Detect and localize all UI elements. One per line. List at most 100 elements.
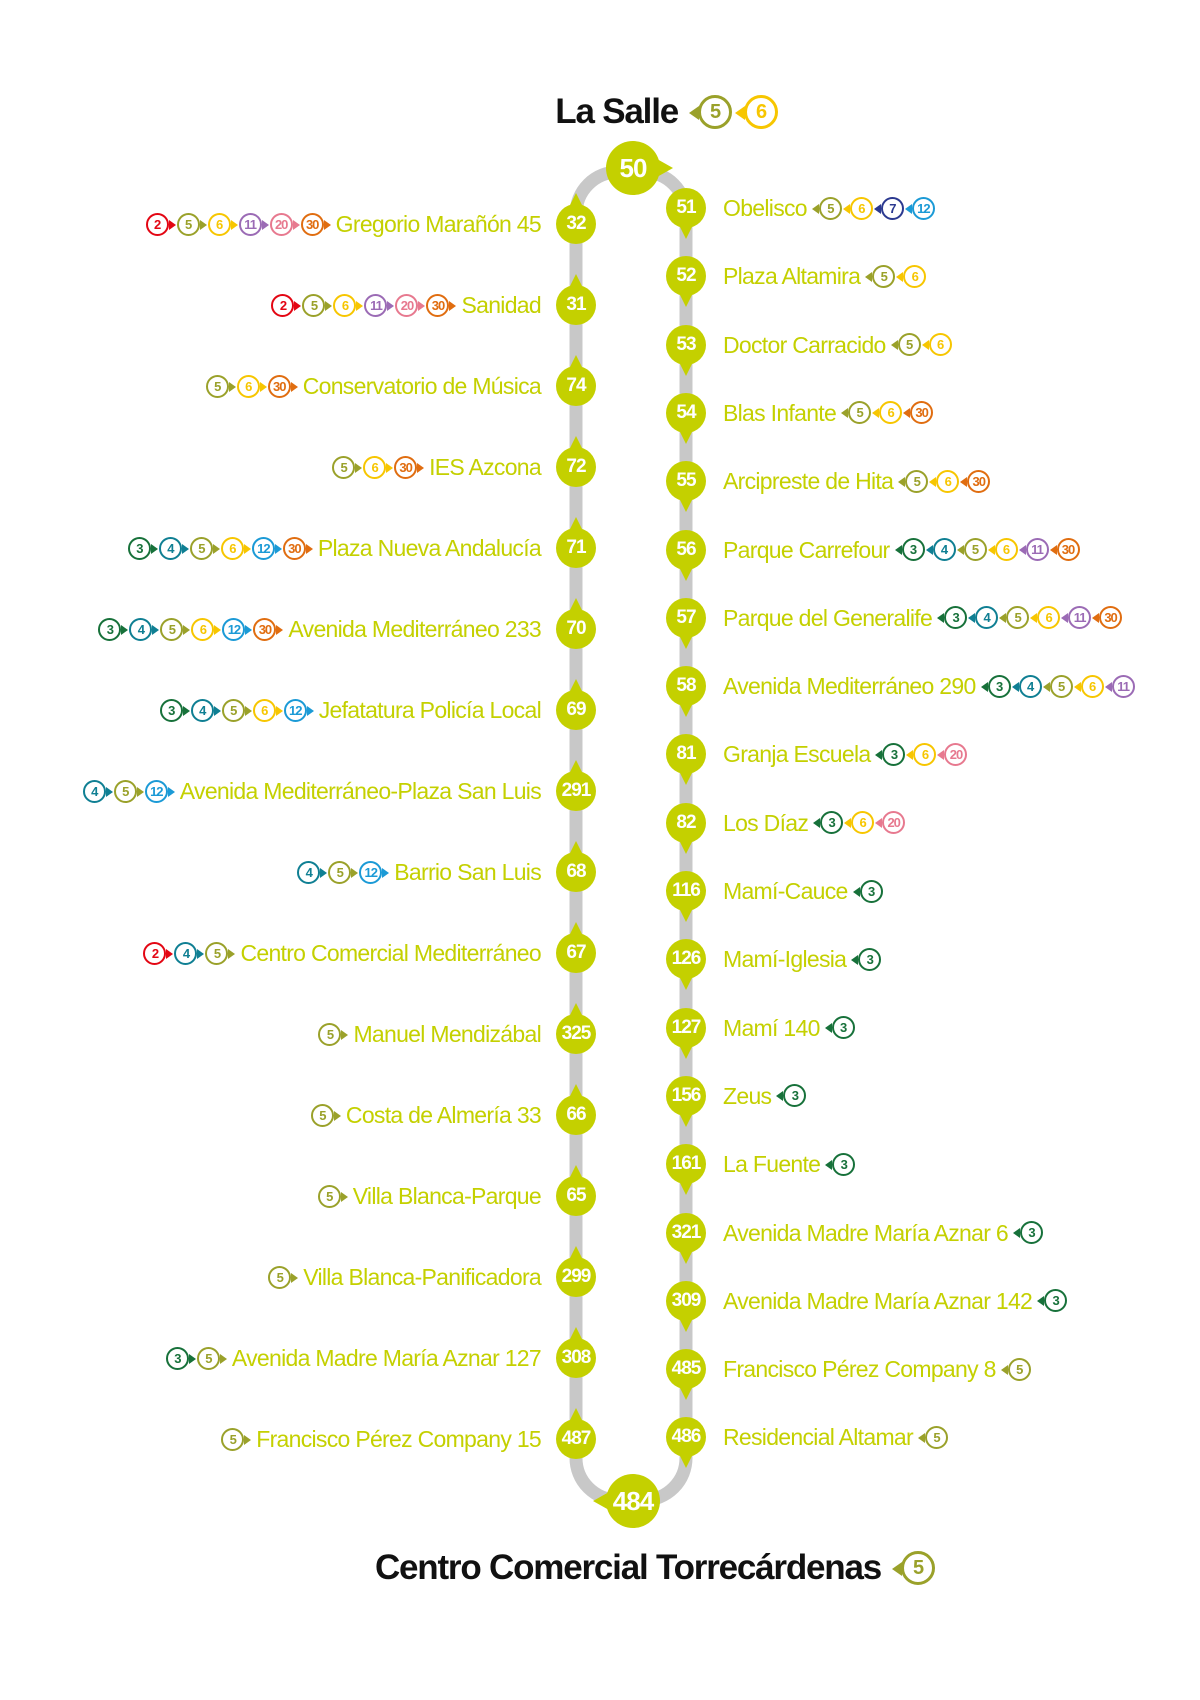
stop-name[interactable]: Granja Escuela — [723, 741, 871, 768]
line-20-badge[interactable]: 20 — [269, 212, 300, 236]
line-4-badge[interactable]: 4 — [925, 538, 956, 561]
stop-name[interactable]: Conservatorio de Música — [302, 373, 542, 399]
line-3-badge[interactable]: 3 — [127, 536, 158, 560]
stop-marker[interactable]: 74 — [556, 355, 596, 406]
line-3-badge[interactable]: 3 — [825, 1152, 856, 1176]
line-4-badge[interactable]: 4 — [174, 941, 205, 965]
line-6-badge[interactable]: 6 — [207, 212, 238, 236]
terminal-start-marker[interactable]: 50 — [606, 141, 673, 195]
stop-name[interactable]: Manuel Mendizábal — [353, 1021, 541, 1047]
line-7-badge[interactable]: 7 — [873, 196, 904, 220]
stop-name[interactable]: Avenida Madre María Aznar 127 — [231, 1345, 542, 1371]
line-30-badge[interactable]: 30 — [394, 455, 425, 479]
stop-name[interactable]: Avenida Mediterráneo 233 — [288, 616, 541, 642]
line-3-badge[interactable]: 3 — [1012, 1221, 1043, 1244]
line-6-badge[interactable]: 6 — [735, 95, 778, 129]
line-5-badge[interactable]: 5 — [302, 293, 333, 317]
line-5-badge[interactable]: 5 — [865, 264, 896, 288]
stop-name[interactable]: Doctor Carracido — [723, 331, 886, 358]
line-2-badge[interactable]: 2 — [145, 212, 176, 236]
line-5-badge[interactable]: 5 — [160, 617, 191, 641]
line-6-badge[interactable]: 6 — [906, 742, 937, 766]
line-30-badge[interactable]: 30 — [960, 469, 991, 493]
stop-marker[interactable]: 53 — [666, 324, 706, 376]
stop-name[interactable]: Mamí-Iglesia — [723, 946, 847, 973]
line-6-badge[interactable]: 6 — [872, 401, 903, 425]
line-4-badge[interactable]: 4 — [1011, 674, 1042, 698]
stop-marker[interactable]: 126 — [666, 939, 706, 991]
line-6-badge[interactable]: 6 — [252, 698, 283, 722]
stop-name[interactable]: Residencial Altamar — [723, 1424, 914, 1451]
stop-marker[interactable]: 156 — [666, 1075, 706, 1127]
line-4-badge[interactable]: 4 — [297, 860, 328, 884]
line-5-badge[interactable]: 5 — [113, 779, 144, 803]
line-11-badge[interactable]: 11 — [1061, 606, 1092, 630]
stop-name[interactable]: Avenida Mediterráneo 290 — [723, 673, 976, 700]
line-6-badge[interactable]: 6 — [363, 455, 394, 479]
line-20-badge[interactable]: 20 — [395, 293, 426, 317]
stop-name[interactable]: Los Díaz — [723, 809, 809, 836]
line-5-badge[interactable]: 5 — [318, 1022, 349, 1046]
stop-name[interactable]: Costa de Almería 33 — [345, 1102, 542, 1128]
stop-name[interactable]: Mamí 140 — [723, 1014, 820, 1041]
line-12-badge[interactable]: 12 — [283, 698, 314, 722]
line-5-badge[interactable]: 5 — [956, 538, 987, 561]
stop-name[interactable]: Avenida Mediterráneo-Plaza San Luis — [179, 778, 542, 804]
line-5-badge[interactable]: 5 — [332, 455, 363, 479]
line-4-badge[interactable]: 4 — [129, 617, 160, 641]
line-12-badge[interactable]: 12 — [222, 617, 253, 641]
stop-name[interactable]: Obelisco — [723, 195, 808, 221]
line-20-badge[interactable]: 20 — [875, 811, 906, 835]
line-30-badge[interactable]: 30 — [903, 401, 934, 425]
line-3-badge[interactable]: 3 — [776, 1084, 807, 1108]
stop-marker[interactable]: 65 — [556, 1165, 596, 1216]
stop-marker[interactable]: 58 — [666, 666, 706, 718]
line-3-badge[interactable]: 3 — [875, 742, 906, 766]
stop-marker[interactable]: 127 — [666, 1007, 706, 1059]
line-6-badge[interactable]: 6 — [333, 293, 364, 317]
stop-marker[interactable]: 57 — [666, 597, 706, 649]
line-6-badge[interactable]: 6 — [220, 536, 251, 560]
line-5-badge[interactable]: 5 — [917, 1425, 948, 1449]
line-5-badge[interactable]: 5 — [689, 95, 732, 129]
line-3-badge[interactable]: 3 — [1037, 1289, 1068, 1313]
stop-name[interactable]: Barrio San Luis — [394, 859, 541, 885]
line-5-badge[interactable]: 5 — [1042, 674, 1073, 698]
stop-name[interactable]: Plaza Altamira — [723, 263, 861, 290]
stop-marker[interactable]: 161 — [666, 1144, 706, 1196]
line-30-badge[interactable]: 30 — [426, 293, 457, 317]
stop-marker[interactable]: 291 — [556, 760, 596, 811]
stop-marker[interactable]: 72 — [556, 436, 596, 487]
line-6-badge[interactable]: 6 — [844, 811, 875, 835]
stop-name[interactable]: Arcipreste de Hita — [723, 468, 894, 495]
line-5-badge[interactable]: 5 — [841, 401, 872, 425]
line-3-badge[interactable]: 3 — [165, 1346, 196, 1370]
stop-name[interactable]: Francisco Pérez Company 15 — [256, 1426, 541, 1452]
stop-marker[interactable]: 81 — [666, 734, 706, 786]
line-6-badge[interactable]: 6 — [1073, 674, 1104, 698]
stop-name[interactable]: Jefatatura Policía Local — [318, 697, 542, 723]
stop-marker[interactable]: 487 — [556, 1408, 596, 1459]
line-5-badge[interactable]: 5 — [205, 941, 236, 965]
line-11-badge[interactable]: 11 — [1018, 538, 1049, 561]
stop-name[interactable]: La Fuente — [723, 1151, 821, 1178]
line-5-badge[interactable]: 5 — [221, 1427, 252, 1451]
stop-marker[interactable]: 485 — [666, 1349, 706, 1401]
line-5-badge[interactable]: 5 — [898, 469, 929, 493]
stop-name[interactable]: Centro Comercial Mediterráneo — [240, 940, 541, 966]
line-5-badge[interactable]: 5 — [999, 606, 1030, 630]
line-12-badge[interactable]: 12 — [359, 860, 390, 884]
stop-marker[interactable]: 32 — [556, 193, 596, 244]
line-20-badge[interactable]: 20 — [937, 742, 968, 766]
stop-marker[interactable]: 116 — [666, 871, 706, 922]
stop-marker[interactable]: 299 — [556, 1246, 596, 1297]
line-5-badge[interactable]: 5 — [176, 212, 207, 236]
line-5-badge[interactable]: 5 — [196, 1346, 227, 1370]
line-5-badge[interactable]: 5 — [310, 1103, 341, 1127]
line-5-badge[interactable]: 5 — [811, 196, 842, 220]
line-6-badge[interactable]: 6 — [191, 617, 222, 641]
line-6-badge[interactable]: 6 — [929, 469, 960, 493]
stop-marker[interactable]: 31 — [556, 274, 596, 325]
stop-name[interactable]: Sanidad — [461, 292, 541, 318]
stop-name[interactable]: Villa Blanca-Panificadora — [303, 1264, 541, 1290]
